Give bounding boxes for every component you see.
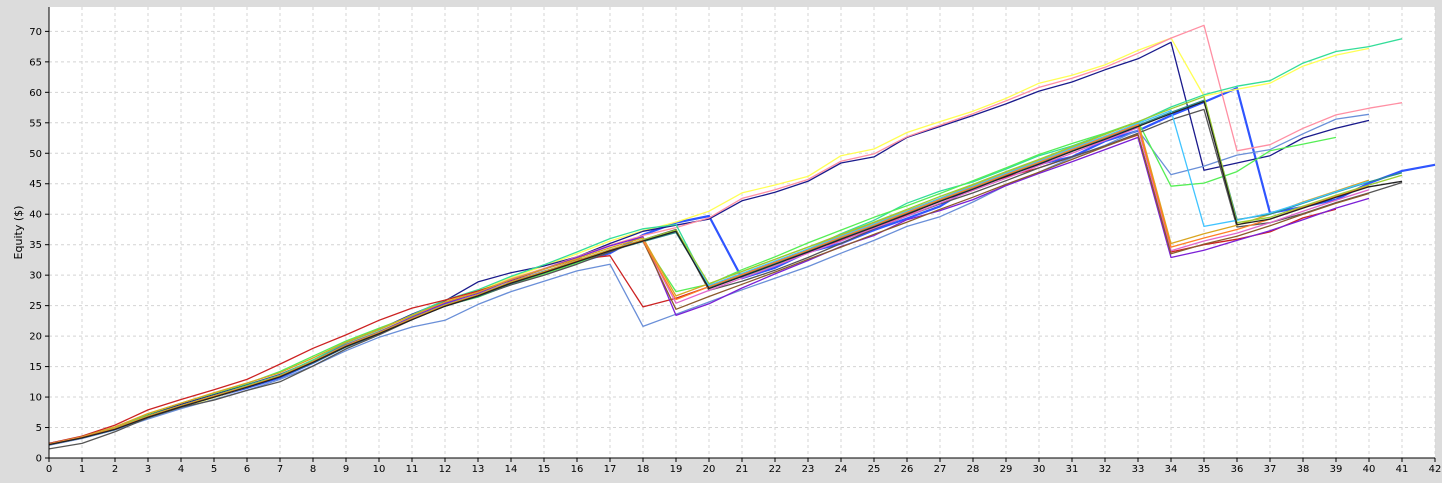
y-axis-title: Equity ($) [12, 206, 25, 260]
x-tick-label: 35 [1198, 464, 1211, 475]
y-tick-label: 60 [29, 88, 42, 99]
y-tick-label: 45 [29, 179, 42, 190]
x-tick-label: 28 [967, 464, 980, 475]
x-tick-label: 2 [112, 464, 118, 475]
x-tick-label: 31 [1066, 464, 1079, 475]
x-tick-label: 22 [769, 464, 782, 475]
x-tick-label: 25 [868, 464, 881, 475]
x-tick-label: 6 [244, 464, 250, 475]
y-tick-label: 70 [29, 27, 42, 38]
x-tick-label: 24 [835, 464, 848, 475]
x-tick-label: 37 [1264, 464, 1277, 475]
series-line [48, 100, 1403, 446]
x-tick-label: 34 [1165, 464, 1178, 475]
x-tick-label: 27 [934, 464, 947, 475]
x-tick-label: 33 [1132, 464, 1145, 475]
y-tick-label: 30 [29, 271, 42, 282]
x-tick-label: 10 [373, 464, 386, 475]
x-tick-label: 29 [1000, 464, 1013, 475]
y-tick-label: 20 [29, 332, 42, 343]
x-tick-label: 11 [406, 464, 419, 475]
x-tick-label: 4 [178, 464, 184, 475]
series-line [48, 108, 1403, 450]
x-tick-label: 19 [670, 464, 683, 475]
x-tick-label: 15 [538, 464, 551, 475]
x-tick-label: 21 [736, 464, 749, 475]
x-tick-label: 20 [703, 464, 716, 475]
y-tick-label: 65 [29, 57, 42, 68]
series-line [48, 113, 1370, 446]
x-tick-label: 36 [1231, 464, 1244, 475]
x-tick-label: 41 [1396, 464, 1409, 475]
x-tick-label: 42 [1429, 464, 1442, 475]
x-tick-label: 26 [901, 464, 914, 475]
x-tick-label: 3 [145, 464, 151, 475]
x-tick-label: 7 [277, 464, 283, 475]
x-tick-label: 30 [1033, 464, 1046, 475]
series-lines [48, 24, 1436, 450]
axes: 0 1 2 3 4 5 6 7 8 9 10 11 12 13 14 15 16 17 18 19 20 21 22 23 24… [29, 7, 1441, 475]
x-tick-label: 32 [1099, 464, 1112, 475]
x-tick-label: 18 [637, 464, 650, 475]
y-tick-label: 25 [29, 301, 42, 312]
x-tick-label: 40 [1363, 464, 1376, 475]
x-tick-label: 8 [310, 464, 316, 475]
y-tick-label: 55 [29, 118, 42, 129]
x-tick-label: 5 [211, 464, 217, 475]
y-tick-label: 15 [29, 362, 42, 373]
x-tick-label: 1 [79, 464, 85, 475]
x-tick-label: 9 [343, 464, 349, 475]
y-tick-label: 40 [29, 210, 42, 221]
x-tick-label: 39 [1330, 464, 1343, 475]
x-tick-label: 16 [571, 464, 584, 475]
x-tick-label: 17 [604, 464, 617, 475]
y-tick-label: 0 [36, 454, 42, 465]
x-tick-label: 23 [802, 464, 815, 475]
y-tick-label: 10 [29, 393, 42, 404]
x-tick-label: 12 [439, 464, 452, 475]
y-tick-label: 50 [29, 149, 42, 160]
plot-area [49, 7, 1435, 458]
x-tick-label: 14 [505, 464, 518, 475]
x-tick-label: 13 [472, 464, 485, 475]
x-tick-label: 38 [1297, 464, 1310, 475]
x-tick-label: 0 [46, 464, 52, 475]
y-tick-label: 5 [36, 423, 42, 434]
y-tick-label: 35 [29, 240, 42, 251]
